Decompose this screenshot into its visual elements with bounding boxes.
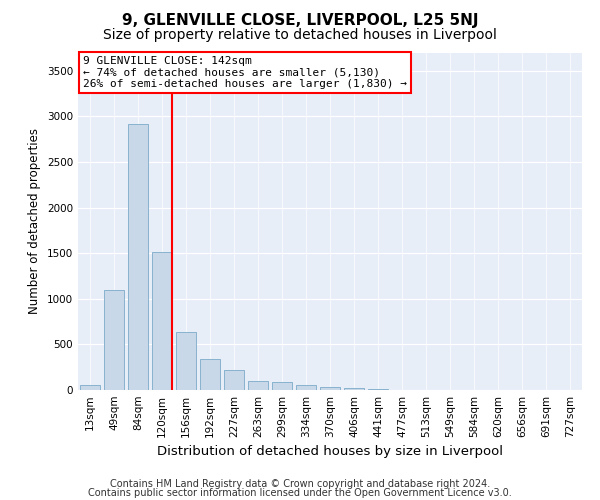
Bar	[320, 387, 340, 390]
Bar	[128, 124, 148, 390]
Text: Contains HM Land Registry data © Crown copyright and database right 2024.: Contains HM Land Registry data © Crown c…	[110, 479, 490, 489]
Bar	[104, 290, 124, 390]
Bar	[80, 386, 100, 390]
Text: Contains public sector information licensed under the Open Government Licence v3: Contains public sector information licen…	[88, 488, 512, 498]
Bar	[248, 381, 268, 390]
Bar	[176, 332, 196, 390]
Text: 9 GLENVILLE CLOSE: 142sqm
← 74% of detached houses are smaller (5,130)
26% of se: 9 GLENVILLE CLOSE: 142sqm ← 74% of detac…	[83, 56, 407, 89]
Y-axis label: Number of detached properties: Number of detached properties	[28, 128, 41, 314]
Bar	[224, 370, 244, 390]
Bar	[200, 358, 220, 390]
Bar	[296, 385, 316, 390]
Bar	[272, 382, 292, 390]
Text: 9, GLENVILLE CLOSE, LIVERPOOL, L25 5NJ: 9, GLENVILLE CLOSE, LIVERPOOL, L25 5NJ	[122, 12, 478, 28]
Bar	[344, 388, 364, 390]
Bar	[152, 252, 172, 390]
X-axis label: Distribution of detached houses by size in Liverpool: Distribution of detached houses by size …	[157, 446, 503, 458]
Text: Size of property relative to detached houses in Liverpool: Size of property relative to detached ho…	[103, 28, 497, 42]
Bar	[368, 389, 388, 390]
